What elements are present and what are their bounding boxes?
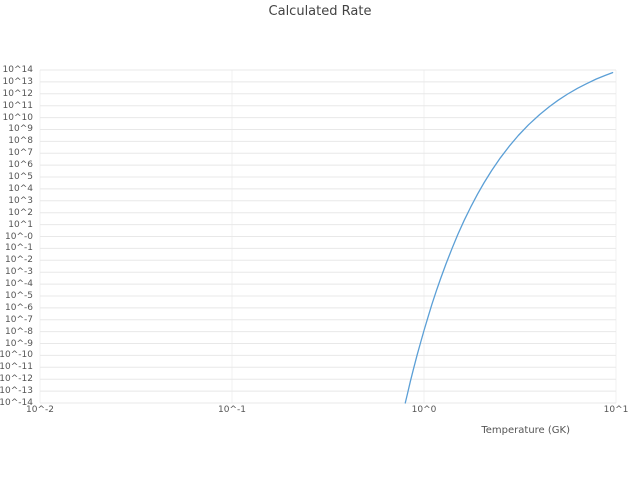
y-tick-label: 10^5 (8, 172, 33, 183)
x-tick-label: 10^0 (411, 405, 437, 415)
y-tick-label: 10^-9 (5, 338, 33, 349)
y-tick-label: 10^-2 (5, 255, 33, 266)
y-tick-label: 10^3 (8, 195, 33, 206)
y-tick-label: 10^-3 (5, 267, 33, 278)
x-tick-label: 10^1 (603, 405, 629, 415)
y-tick-label: 10^12 (2, 88, 33, 99)
y-tick-label: 10^13 (2, 76, 33, 87)
y-tick-label: 10^-8 (5, 326, 33, 337)
y-tick-label: 10^-13 (0, 386, 33, 397)
y-tick-label: 10^-1 (5, 243, 33, 254)
y-tick-label: 10^-12 (0, 374, 33, 385)
y-tick-label: 10^7 (8, 148, 33, 159)
y-tick-label: 10^-4 (5, 279, 33, 290)
y-tick-label: 10^6 (8, 160, 33, 171)
chart-title: Calculated Rate (268, 4, 372, 19)
x-tick-label: 10^-1 (218, 405, 246, 415)
y-tick-label: 10^-6 (5, 302, 33, 313)
y-tick-label: 10^8 (8, 136, 33, 147)
y-tick-label: 10^-10 (0, 350, 33, 361)
x-axis-tick-labels: 10^-2 10^-1 10^0 10^1 (0, 405, 640, 419)
y-axis-tick-labels: 10^14 10^13 10^12 10^11 10^10 10^9 10^8 10^7 10^… (0, 0, 36, 480)
y-tick-label: 10^-14 (0, 398, 33, 408)
y-tick-label: 10^-11 (0, 362, 33, 373)
x-tick-label: 10^-2 (26, 405, 54, 415)
y-tick-label: 10^9 (8, 124, 33, 135)
y-tick-label: 10^-5 (5, 290, 33, 301)
y-tick-label: 10^1 (8, 219, 33, 230)
y-tick-label: 10^14 (2, 65, 33, 75)
y-tick-label: 10^-7 (5, 314, 33, 325)
y-tick-label: 10^11 (2, 100, 33, 111)
x-axis-title: Temperature (GK) (481, 425, 570, 436)
y-tick-label: 10^10 (2, 112, 33, 123)
y-tick-label: 10^-0 (5, 231, 33, 242)
y-tick-label: 10^4 (8, 183, 33, 194)
y-tick-label: 10^2 (8, 207, 33, 218)
